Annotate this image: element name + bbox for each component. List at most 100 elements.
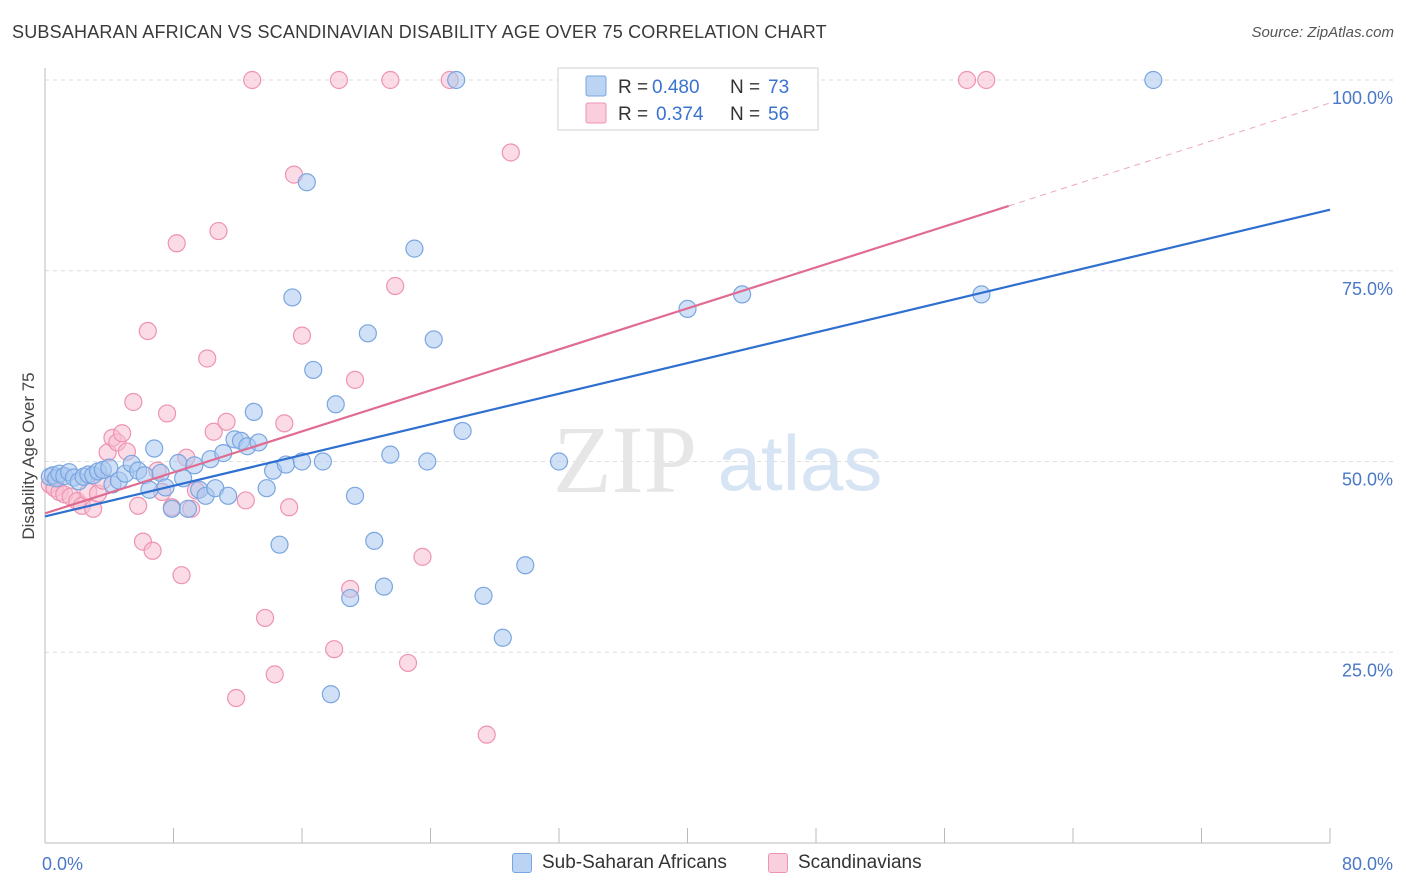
point-subsaharan <box>304 360 323 380</box>
point-scandinavian <box>157 404 177 423</box>
point-scandinavian <box>209 221 228 241</box>
point-scandinavian <box>204 422 223 441</box>
bottom-legend-item-subsaharan: Sub-Saharan Africans <box>512 852 727 874</box>
point-scandinavian <box>381 70 400 90</box>
legend-swatch-pink <box>585 102 607 124</box>
bottom-legend-swatch-pink <box>768 853 788 873</box>
grid-lines <box>45 79 1393 653</box>
point-subsaharan <box>162 499 181 518</box>
legend-r-value: 0.480 <box>652 77 700 98</box>
point-subsaharan <box>474 586 493 605</box>
point-scandinavian <box>227 688 246 708</box>
point-scandinavian <box>292 326 312 345</box>
point-subsaharan <box>493 628 512 647</box>
point-scandinavian <box>172 566 191 585</box>
point-subsaharan <box>1144 70 1163 90</box>
point-subsaharan <box>365 531 384 550</box>
point-scandinavian <box>143 541 162 560</box>
point-scandinavian <box>275 414 294 433</box>
source-note: Source: ZipAtlas.com <box>1251 24 1394 41</box>
legend-swatch-blue <box>585 75 607 97</box>
watermark: ZIP atlas <box>553 406 882 513</box>
point-subsaharan <box>313 452 332 471</box>
point-subsaharan <box>244 402 263 422</box>
trend-line-scandinavian-extension <box>1008 102 1331 207</box>
trend-line-subsaharan <box>44 208 1331 518</box>
point-scandinavian <box>325 640 344 659</box>
legend: R = 0.480 N = 73 R = 0.374 N = 56 <box>557 67 819 131</box>
point-subsaharan <box>405 239 424 258</box>
point-scandinavian <box>124 392 143 412</box>
point-subsaharan <box>321 685 341 704</box>
point-subsaharan <box>381 445 400 464</box>
point-subsaharan <box>297 173 316 192</box>
point-scandinavian <box>398 653 418 673</box>
watermark-atlas: atlas <box>718 419 883 507</box>
point-scandinavian <box>236 491 255 510</box>
point-scandinavian <box>167 234 186 253</box>
y-tick-label: 75.0% <box>1342 279 1393 299</box>
point-scandinavian <box>345 370 365 389</box>
watermark-zip: ZIP <box>553 406 697 513</box>
point-scandinavian <box>217 412 236 431</box>
point-subsaharan <box>358 324 377 343</box>
chart-title: SUBSAHARAN AFRICAN VS SCANDINAVIAN DISAB… <box>12 22 827 42</box>
point-scandinavian <box>198 349 217 368</box>
point-subsaharan <box>374 577 394 596</box>
legend-n-value: 56 <box>768 104 789 125</box>
point-scandinavian <box>477 725 496 744</box>
point-subsaharan <box>341 588 360 608</box>
point-subsaharan <box>145 439 164 458</box>
point-subsaharan <box>345 486 365 505</box>
point-scandinavian <box>243 70 262 90</box>
x-tick-label: 0.0% <box>42 854 83 874</box>
axes <box>44 68 1331 844</box>
point-subsaharan <box>257 479 276 498</box>
point-subsaharan <box>418 452 437 471</box>
bottom-legend-item-scandinavians: Scandinavians <box>768 852 922 874</box>
trend-line-scandinavian <box>44 204 1010 515</box>
point-subsaharan <box>453 421 472 441</box>
legend-n-label: N = <box>730 104 760 125</box>
point-subsaharan <box>447 70 466 90</box>
point-scandinavian <box>112 424 132 443</box>
point-scandinavian <box>501 143 520 162</box>
point-subsaharan <box>178 499 198 518</box>
point-subsaharan <box>283 288 302 307</box>
y-tick-label: 25.0% <box>1342 660 1393 680</box>
legend-n-value: 73 <box>768 77 789 98</box>
point-scandinavian <box>129 496 148 515</box>
tick-labels: 25.0% 50.0% 75.0% 100.0% 0.0% 80.0% <box>42 88 1393 874</box>
point-scandinavian <box>138 321 157 341</box>
bottom-legend: Sub-Saharan Africans Scandinavians <box>0 852 1406 878</box>
point-subsaharan <box>516 556 535 575</box>
y-tick-label: 100.0% <box>1332 88 1393 108</box>
point-scandinavian <box>413 547 432 566</box>
point-subsaharan <box>219 486 238 505</box>
point-scandinavian <box>255 608 275 628</box>
point-subsaharan <box>549 452 569 471</box>
point-subsaharan <box>326 395 345 414</box>
data-points <box>40 70 1163 744</box>
legend-r-label: R = <box>618 104 648 125</box>
point-scandinavian <box>265 665 284 684</box>
point-subsaharan <box>270 535 289 554</box>
y-tick-label: 50.0% <box>1342 470 1393 490</box>
point-subsaharan <box>292 452 312 471</box>
point-scandinavian <box>280 498 299 517</box>
trend-lines <box>44 102 1331 518</box>
y-axis-label: Disability Age Over 75 <box>19 372 38 539</box>
bottom-legend-label: Sub-Saharan Africans <box>542 852 727 873</box>
point-scandinavian <box>957 70 977 90</box>
legend-r-value: 0.374 <box>656 104 704 125</box>
point-subsaharan <box>424 330 443 349</box>
x-tick-label: 80.0% <box>1342 854 1393 874</box>
bottom-legend-label: Scandinavians <box>798 852 922 873</box>
point-scandinavian <box>329 70 349 90</box>
point-scandinavian <box>386 276 405 296</box>
legend-n-label: N = <box>730 77 760 98</box>
point-scandinavian <box>977 70 996 90</box>
legend-r-label: R = <box>618 77 648 98</box>
bottom-legend-swatch-blue <box>512 853 532 873</box>
